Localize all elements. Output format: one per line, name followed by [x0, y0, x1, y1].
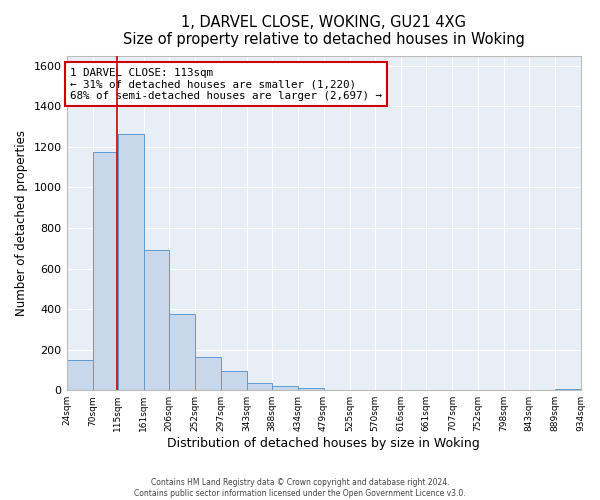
Bar: [221, 372, 247, 390]
Text: 1 DARVEL CLOSE: 113sqm
← 31% of detached houses are smaller (1,220)
68% of semi-: 1 DARVEL CLOSE: 113sqm ← 31% of detached…: [70, 68, 382, 101]
Bar: [118, 134, 144, 390]
Bar: [247, 382, 272, 390]
Bar: [298, 388, 323, 390]
Title: 1, DARVEL CLOSE, WOKING, GU21 4XG
Size of property relative to detached houses i: 1, DARVEL CLOSE, WOKING, GU21 4XG Size o…: [122, 15, 524, 48]
Y-axis label: Number of detached properties: Number of detached properties: [15, 130, 28, 316]
Text: Contains HM Land Registry data © Crown copyright and database right 2024.
Contai: Contains HM Land Registry data © Crown c…: [134, 478, 466, 498]
Bar: [555, 388, 580, 390]
X-axis label: Distribution of detached houses by size in Woking: Distribution of detached houses by size …: [167, 437, 480, 450]
Bar: [67, 360, 92, 390]
Bar: [272, 386, 298, 390]
Bar: [92, 152, 118, 390]
Bar: [144, 250, 169, 390]
Bar: [169, 314, 196, 390]
Bar: [196, 357, 221, 390]
